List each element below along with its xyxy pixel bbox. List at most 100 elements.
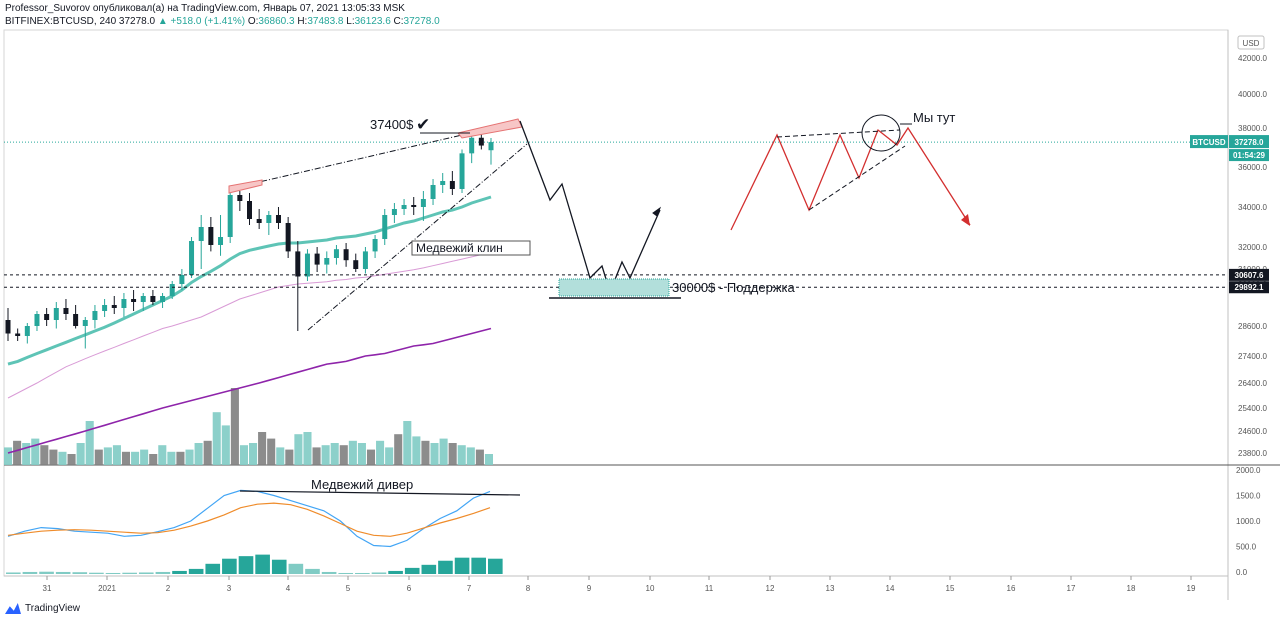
volume-bar xyxy=(394,434,403,465)
check-icon: ✔ xyxy=(416,115,430,134)
last-price-tag: BTCUSD 37278.0 01:54:29 xyxy=(1190,135,1269,162)
pattern-bottom-line[interactable] xyxy=(808,145,906,211)
volume-bar xyxy=(366,449,376,465)
time-tick-label: 2021 xyxy=(98,584,116,593)
candle-body xyxy=(169,284,175,296)
time-tick-label: 6 xyxy=(407,584,412,593)
ema-fast-line xyxy=(7,195,492,366)
volume-bar xyxy=(339,445,348,465)
candle-body xyxy=(34,314,40,326)
candle-body xyxy=(82,320,88,326)
osc-tick-label: 1000.0 xyxy=(1236,517,1261,526)
open-label: O: xyxy=(247,16,259,27)
level-labels: 30607.6 29892.1 xyxy=(1229,268,1269,294)
candle-body xyxy=(401,205,407,209)
osc-line1 xyxy=(7,489,491,548)
volume-bar xyxy=(58,451,67,465)
time-tick-label: 8 xyxy=(526,584,531,593)
volume-bar xyxy=(249,443,258,465)
low-label: L: xyxy=(346,16,355,27)
osc-hist-bar xyxy=(355,572,370,574)
volume-bar xyxy=(167,451,176,465)
pattern-top-line[interactable] xyxy=(776,129,901,138)
volume-bar xyxy=(484,454,493,465)
divergence-line[interactable] xyxy=(239,490,521,496)
price-tick-label: 40000.0 xyxy=(1238,90,1267,99)
volume-bar xyxy=(194,443,203,465)
volume-bar xyxy=(13,440,22,465)
pattern-arrowhead-red xyxy=(961,214,970,226)
candle-body xyxy=(73,314,79,326)
volume-bars xyxy=(4,388,493,465)
osc-hist-bar xyxy=(421,564,437,574)
volume-bar xyxy=(475,449,484,465)
osc-hist-bar xyxy=(338,572,354,574)
volume-bar xyxy=(94,449,103,465)
volume-bar xyxy=(439,438,448,465)
candle-body xyxy=(131,299,137,302)
candle-body xyxy=(469,137,475,154)
bearish-wedge-drawing[interactable] xyxy=(228,118,528,331)
osc-hist-bar xyxy=(89,572,104,574)
osc-hist-bar xyxy=(105,572,121,574)
price-tick-label: 28600.0 xyxy=(1238,322,1267,331)
pattern-drawing-red[interactable] xyxy=(730,114,971,231)
osc-hist-bar xyxy=(488,558,503,574)
publication-header: Professor_Suvorov опубликовал(а) на Trad… xyxy=(5,3,405,14)
oscillator-axis[interactable]: 2000.0 1500.0 1000.0 500.0 0.0 xyxy=(1236,466,1261,577)
candle-body xyxy=(208,227,214,245)
volume-bar xyxy=(448,443,457,465)
volume-bar xyxy=(140,449,149,465)
volume-bar xyxy=(403,421,412,465)
osc-hist-bar xyxy=(155,571,171,574)
price-axis[interactable]: 42000.0 40000.0 38000.0 36000.0 34000.0 32000… xyxy=(1238,54,1267,458)
price-tick-label: 27400.0 xyxy=(1238,352,1267,361)
current-position-circle[interactable] xyxy=(861,114,901,152)
candle-body xyxy=(179,275,185,284)
osc-hist-bar xyxy=(72,572,88,574)
time-tick-label: 2 xyxy=(166,584,171,593)
resistance-zone-right[interactable] xyxy=(457,118,523,139)
candle-body xyxy=(15,333,21,336)
volume-bar xyxy=(230,388,239,465)
annotation-wedge: Медвежий клин xyxy=(416,241,503,255)
osc-hist-bar xyxy=(471,557,486,574)
volume-bar xyxy=(76,443,85,465)
wedge-lower-line[interactable] xyxy=(307,143,528,331)
volume-bar xyxy=(176,451,185,465)
volume-bar xyxy=(40,445,49,465)
tradingview-logo[interactable]: TradingView xyxy=(5,603,80,614)
price-tick-label: 23800.0 xyxy=(1238,449,1267,458)
osc-hist-bar xyxy=(55,571,71,574)
osc-hist-bar xyxy=(222,558,237,574)
time-tick-label: 10 xyxy=(646,584,655,593)
time-tick-label: 16 xyxy=(1007,584,1016,593)
projection-path-black[interactable] xyxy=(519,120,661,294)
time-tick-label: 3 xyxy=(227,584,232,593)
currency-badge[interactable] xyxy=(1237,35,1265,50)
time-tick-label: 13 xyxy=(826,584,835,593)
time-tick-label: 7 xyxy=(467,584,472,593)
osc-hist-bar xyxy=(271,559,287,574)
open-value: 36860.3 xyxy=(258,16,295,27)
pattern-path-red[interactable] xyxy=(730,126,971,231)
candle-body xyxy=(382,215,388,239)
volume-bar xyxy=(294,434,303,465)
volume-bar xyxy=(203,440,212,465)
volume-bar xyxy=(85,421,94,465)
osc-hist-bar xyxy=(205,563,221,574)
support-zone[interactable] xyxy=(558,278,670,297)
candle-body xyxy=(53,308,59,320)
time-axis[interactable]: 31 2021 2 3 4 5 6 7 8 9 10 11 12 13 14 15 16 17 18 19 xyxy=(43,576,1196,593)
candle-body xyxy=(266,215,272,223)
candle-body xyxy=(285,223,291,252)
osc-tick-label: 2000.0 xyxy=(1236,466,1261,475)
resistance-zone-left[interactable] xyxy=(228,179,263,194)
osc-hist-bar xyxy=(321,571,337,574)
volume-bar xyxy=(49,449,58,465)
candle-body xyxy=(314,253,320,265)
candles xyxy=(5,131,494,349)
candle-body xyxy=(372,239,378,252)
candle-body xyxy=(24,326,30,336)
